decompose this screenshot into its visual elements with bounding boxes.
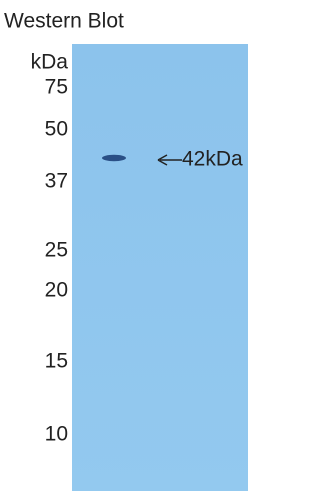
marker-label: 75	[45, 76, 68, 99]
marker-label: 25	[45, 239, 68, 262]
figure: Western Blot kDa 75 50 37 25 20 15 10 42…	[0, 0, 280, 491]
unit-label: kDa	[31, 51, 69, 74]
marker-label: 10	[45, 423, 68, 446]
marker-label: 15	[45, 350, 68, 373]
title: Western Blot	[4, 10, 124, 33]
gel-lane	[72, 44, 248, 491]
marker-label: 37	[45, 170, 68, 193]
marker-label: 50	[45, 118, 68, 141]
band-annotation: 42kDa	[182, 148, 243, 171]
marker-label: 20	[45, 279, 68, 302]
band	[102, 155, 126, 161]
